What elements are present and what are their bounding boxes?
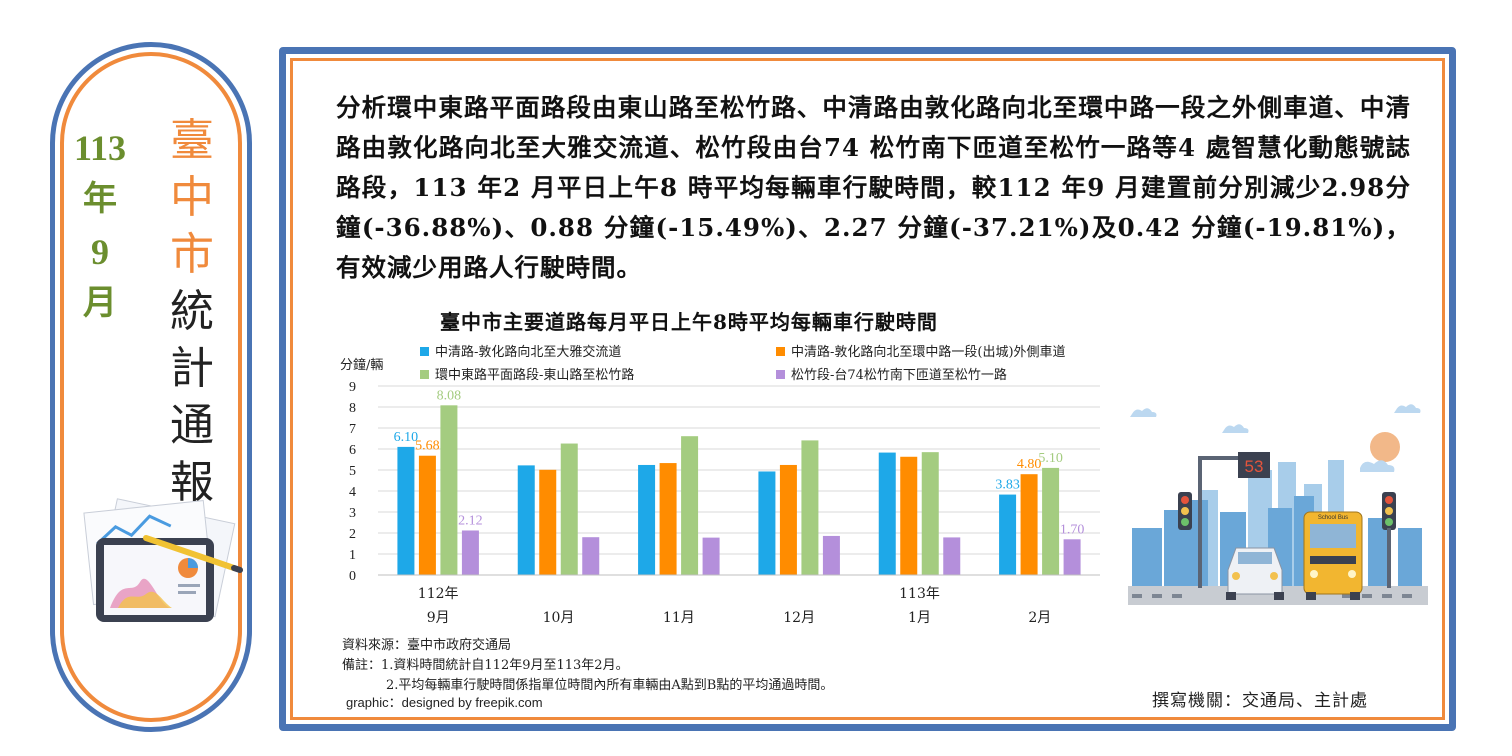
x-tick-label: 2月 [1028, 610, 1051, 626]
bar [539, 469, 557, 575]
bar [822, 535, 840, 575]
x-tick-label: 1月 [908, 610, 931, 626]
data-label: 4.80 [1017, 457, 1041, 472]
title-char: 中 [170, 172, 214, 223]
legend-item: 松竹段-台74松竹南下匝道至松竹一路 [776, 364, 1007, 383]
bar [659, 463, 677, 575]
graphic-credit: graphic：designed by freepik.com [346, 695, 543, 710]
bar [681, 436, 699, 575]
title-char: 臺 [170, 115, 214, 166]
data-label: 5.10 [1038, 451, 1063, 466]
title-char: 通 [170, 400, 214, 451]
data-label: 1.70 [1060, 522, 1085, 537]
badge-outer-border [50, 42, 252, 732]
bar [1063, 539, 1081, 575]
signal-countdown: 53 [1245, 457, 1264, 476]
bar [921, 452, 939, 575]
bar [801, 440, 819, 575]
y-tick-label: 2 [349, 527, 356, 542]
source-note: 資料來源：臺中市政府交通局 [342, 638, 512, 653]
legend-label: 環中東路平面路段-東山路至松竹路 [435, 368, 635, 383]
legend-label: 中清路-敦化路向北至環中路一段(出城)外側車道 [791, 345, 1066, 360]
x-tick-label: 10月 [543, 610, 575, 626]
bus-sign: School Bus [1318, 515, 1348, 521]
issue-month-char: 月 [83, 285, 117, 322]
x-tick-label: 12月 [783, 610, 815, 626]
tablet-report-illustration [83, 498, 243, 622]
bar-chart: 分鐘/輛 0 1 2 3 4 5 6 7 8 9 6.105.68 8.08 2.12 3.83 4.805.… [340, 357, 1100, 626]
title-char: 報 [170, 457, 214, 508]
legend-swatch [420, 347, 429, 356]
title-char: 市 [170, 229, 214, 280]
legend-swatch [776, 347, 785, 356]
chart-title: 臺中市主要道路每月平日上午8時平均每輛車行駛時間 [440, 310, 938, 334]
bar [900, 456, 918, 575]
y-tick-label: 3 [349, 506, 356, 521]
bar [702, 537, 720, 575]
bar [582, 537, 600, 575]
summary-paragraph: 分析環中東路平面路段由東山路至松竹路、中清路由敦化路向北至環中路一段之外側車道、… [336, 93, 1411, 282]
bulletin-title: 臺 中 市 統 計 通 報 [160, 112, 224, 511]
bar [418, 455, 436, 575]
issue-month-number: 9 [91, 232, 109, 272]
data-label: 3.83 [995, 478, 1020, 493]
bar [517, 465, 535, 575]
y-tick-label: 7 [349, 422, 356, 437]
main-frame-inner [290, 58, 1445, 720]
y-tick-label: 4 [349, 485, 356, 500]
x-tick-label-year: 112年 [418, 586, 459, 602]
badge-inner-border [60, 52, 242, 722]
bar [638, 464, 656, 575]
bar [1020, 474, 1038, 575]
legend-item: 中清路-敦化路向北至大雅交流道 [420, 341, 621, 360]
y-tick-label: 1 [349, 548, 356, 563]
y-tick-label: 6 [349, 443, 356, 458]
x-tick-label: 11月 [663, 610, 695, 626]
title-char: 統 [170, 286, 214, 337]
y-axis-label: 分鐘/輛 [340, 357, 383, 373]
remark-1: 備註：1.資料時間統計自112年9月至113年2月。 [342, 658, 629, 673]
bar [878, 452, 896, 575]
issue-year-number: 113 [73, 128, 126, 168]
legend-item: 環中東路平面路段-東山路至松竹路 [420, 364, 634, 383]
author-agency: 撰寫機關：交通局、主計處 [1152, 691, 1368, 711]
x-tick-label: 9月 [427, 610, 450, 626]
legend-item: 中清路-敦化路向北至環中路一段(出城)外側車道 [776, 341, 1066, 360]
issue-date: 113 年 9 月 [68, 122, 132, 330]
data-label: 8.08 [437, 388, 462, 403]
legend-label: 松竹段-台74松竹南下匝道至松竹一路 [791, 368, 1007, 383]
bar [943, 537, 961, 575]
x-tick-label-year: 113年 [899, 586, 940, 602]
y-tick-label: 9 [349, 380, 356, 395]
legend-swatch [420, 370, 429, 379]
bar [397, 446, 415, 575]
bar [560, 443, 578, 575]
issue-year-char: 年 [83, 181, 117, 218]
bar [461, 530, 479, 575]
city-traffic-illustration: 53 School Bus [1128, 404, 1428, 605]
data-label: 6.10 [394, 430, 419, 445]
bar [779, 464, 797, 575]
bar [758, 471, 776, 575]
title-char: 計 [170, 343, 214, 394]
legend-label: 中清路-敦化路向北至大雅交流道 [435, 345, 622, 360]
bar [1042, 467, 1060, 575]
y-tick-label: 8 [349, 401, 356, 416]
y-tick-label: 0 [349, 569, 356, 584]
data-label: 2.12 [458, 513, 483, 528]
main-frame-outer [279, 47, 1456, 731]
bar [440, 405, 458, 575]
y-tick-label: 5 [349, 464, 356, 479]
legend-swatch [776, 370, 785, 379]
data-label: 5.68 [415, 439, 440, 454]
remark-2: 2.平均每輛車行駛時間係指單位時間內所有車輛由A點到B點的平均通過時間。 [386, 678, 834, 693]
bar [999, 494, 1017, 575]
